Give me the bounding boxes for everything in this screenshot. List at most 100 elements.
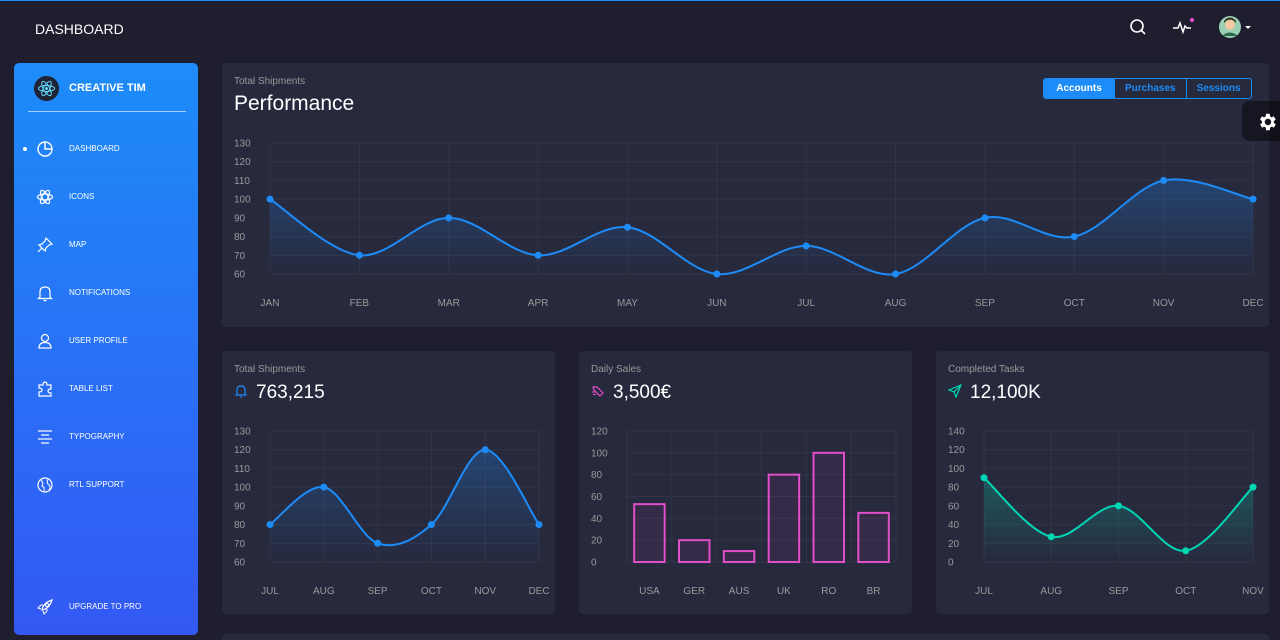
data-point-jul[interactable] xyxy=(980,474,988,482)
data-point-sep[interactable] xyxy=(374,539,382,547)
sidebar-item-dashboard[interactable]: DASHBOARD xyxy=(14,134,198,164)
x-tick-label: NOV xyxy=(1242,586,1264,597)
bar-ro[interactable] xyxy=(812,451,845,563)
search-icon[interactable] xyxy=(1128,17,1148,37)
y-tick-label: 130 xyxy=(234,427,251,438)
logo-text[interactable]: CREATIVE TIM xyxy=(69,82,146,94)
data-point-mar[interactable] xyxy=(445,214,453,222)
x-tick-label: JAN xyxy=(261,298,280,309)
data-point-nov[interactable] xyxy=(481,446,489,454)
upgrade-label: UPGRADE TO PRO xyxy=(69,602,142,611)
pin-icon xyxy=(37,236,54,253)
chart-tab-group: Accounts Purchases Sessions xyxy=(1043,78,1252,99)
data-point-aug[interactable] xyxy=(892,270,900,278)
data-point-nov[interactable] xyxy=(1249,483,1257,491)
tab-purchases[interactable]: Purchases xyxy=(1114,79,1186,98)
bar-uk[interactable] xyxy=(767,473,801,564)
y-tick-label: 60 xyxy=(234,558,246,569)
sidebar-item-icons[interactable]: ICONS xyxy=(14,182,198,212)
sidebar-divider xyxy=(28,111,186,112)
y-tick-label: 120 xyxy=(948,445,965,456)
x-tick-label: SEP xyxy=(975,298,995,309)
sidebar-item-typography[interactable]: TYPOGRAPHY xyxy=(14,422,198,452)
x-tick-label: OCT xyxy=(1175,586,1196,597)
sidebar-item-label: TABLE LIST xyxy=(69,384,113,393)
shipments-card: Total Shipments 763,215 130 120 110 100 90 80… xyxy=(222,351,555,614)
bar-ger[interactable] xyxy=(678,539,711,563)
card-value: 12,100K xyxy=(970,382,1041,403)
data-point-jul[interactable] xyxy=(266,521,274,529)
sidebar-item-label: MAP xyxy=(69,240,87,249)
data-point-feb[interactable] xyxy=(355,251,363,259)
y-tick-label: 100 xyxy=(591,448,608,459)
y-tick-label: 90 xyxy=(234,213,246,224)
y-tick-label: 20 xyxy=(948,539,960,550)
sidebar-item-label: RTL SUPPORT xyxy=(69,480,125,489)
bar-usa[interactable] xyxy=(633,503,666,564)
bar-aus[interactable] xyxy=(722,550,756,563)
data-point-apr[interactable] xyxy=(534,251,542,259)
sidebar-item-label: NOTIFICATIONS xyxy=(69,288,131,297)
navbar-brand[interactable]: DASHBOARD xyxy=(35,21,124,37)
data-point-jun[interactable] xyxy=(713,270,721,278)
card-category: Total Shipments xyxy=(234,364,306,375)
sales-card: Daily Sales 3,500€ 120 100 80 60 40 20 0 USA GER… xyxy=(579,351,912,614)
notification-dot xyxy=(1189,17,1195,23)
y-tick-label: 70 xyxy=(234,539,246,550)
card-value: 763,215 xyxy=(256,382,325,403)
tab-accounts[interactable]: Accounts xyxy=(1044,79,1114,98)
settings-plugin[interactable] xyxy=(1242,101,1280,141)
series-area xyxy=(984,477,1253,562)
data-point-jan[interactable] xyxy=(266,195,274,203)
x-tick-label: AUG xyxy=(313,586,335,597)
y-tick-label: 120 xyxy=(234,445,251,456)
sidebar-item-map[interactable]: MAP xyxy=(14,230,198,260)
data-point-oct[interactable] xyxy=(1070,233,1078,241)
align-center-icon xyxy=(38,430,52,444)
x-tick-label: UK xyxy=(777,586,791,597)
activity-icon[interactable] xyxy=(1172,17,1196,37)
data-point-aug[interactable] xyxy=(320,483,328,491)
y-tick-label: 100 xyxy=(234,483,251,494)
y-tick-label: 0 xyxy=(948,558,954,569)
sidebar-item-rtl-support[interactable]: RTL SUPPORT xyxy=(14,470,198,500)
gear-icon xyxy=(1260,113,1276,131)
x-tick-label: MAR xyxy=(438,298,460,309)
data-point-dec[interactable] xyxy=(1249,195,1257,203)
data-point-sep[interactable] xyxy=(981,214,989,222)
data-point-sep[interactable] xyxy=(1115,502,1122,510)
bar-br[interactable] xyxy=(857,511,890,563)
navbar: DASHBOARD xyxy=(0,1,1280,55)
x-tick-label: JUL xyxy=(797,298,815,309)
next-card-edge xyxy=(222,634,1269,640)
chart-pie-icon xyxy=(37,141,53,157)
x-tick-label: APR xyxy=(528,298,549,309)
data-point-aug[interactable] xyxy=(1047,533,1055,541)
y-tick-label: 140 xyxy=(948,427,965,438)
data-point-oct[interactable] xyxy=(1182,547,1190,555)
react-logo-icon[interactable] xyxy=(34,76,59,101)
atom-icon xyxy=(36,189,54,205)
user-icon xyxy=(38,333,52,349)
top-accent-line xyxy=(0,0,1280,1)
upgrade-to-pro-link[interactable]: UPGRADE TO PRO xyxy=(14,592,198,622)
data-point-jul[interactable] xyxy=(802,242,810,250)
sidebar-item-user-profile[interactable]: USER PROFILE xyxy=(14,326,198,356)
sidebar-item-label: ICONS xyxy=(69,192,95,201)
avatar[interactable] xyxy=(1218,14,1254,40)
sidebar-item-notifications[interactable]: NOTIFICATIONS xyxy=(14,278,198,308)
data-point-oct[interactable] xyxy=(427,521,435,529)
data-point-may[interactable] xyxy=(623,223,631,231)
sidebar-item-table-list[interactable]: TABLE LIST xyxy=(14,374,198,404)
bell-icon xyxy=(234,385,248,398)
x-tick-label: JUL xyxy=(261,586,279,597)
data-point-nov[interactable] xyxy=(1160,176,1168,184)
sidebar-item-label: DASHBOARD xyxy=(69,144,120,153)
series-area xyxy=(270,179,1253,275)
y-tick-label: 20 xyxy=(591,536,603,547)
tab-sessions[interactable]: Sessions xyxy=(1185,79,1251,98)
y-tick-label: 110 xyxy=(234,464,250,475)
sidebar: CREATIVE TIM DASHBOARD ICONS MAP NOTIFIC… xyxy=(14,63,198,635)
data-point-dec[interactable] xyxy=(535,521,543,529)
x-tick-label: MAY xyxy=(617,298,638,309)
